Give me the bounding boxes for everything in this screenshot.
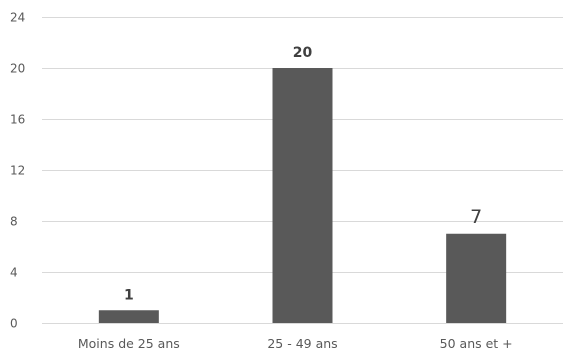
bar-value-label: 1 <box>124 287 134 303</box>
bar <box>98 310 159 323</box>
bar-value-label: 20 <box>293 45 313 61</box>
y-tick-label: 12 <box>10 164 25 178</box>
y-tick-label: 8 <box>10 215 18 229</box>
y-tick-label: 20 <box>10 62 25 76</box>
x-category-label: Moins de 25 ans <box>78 336 180 351</box>
bar-value-label: 7 <box>470 206 482 228</box>
y-tick-label: 0 <box>10 317 18 331</box>
y-tick-label: 24 <box>10 11 25 25</box>
bar <box>272 68 333 323</box>
data-labels: 1 20 7 <box>124 45 482 303</box>
x-axis-category-labels: Moins de 25 ans 25 - 49 ans 50 ans et + <box>78 336 513 351</box>
y-tick-label: 16 <box>10 113 25 127</box>
y-axis-tick-labels: 0 4 8 12 16 20 24 <box>10 11 25 331</box>
y-tick-label: 4 <box>10 266 18 280</box>
bars <box>98 68 507 323</box>
x-category-label: 25 - 49 ans <box>267 336 337 351</box>
x-category-label: 50 ans et + <box>440 336 513 351</box>
bar <box>446 233 507 323</box>
